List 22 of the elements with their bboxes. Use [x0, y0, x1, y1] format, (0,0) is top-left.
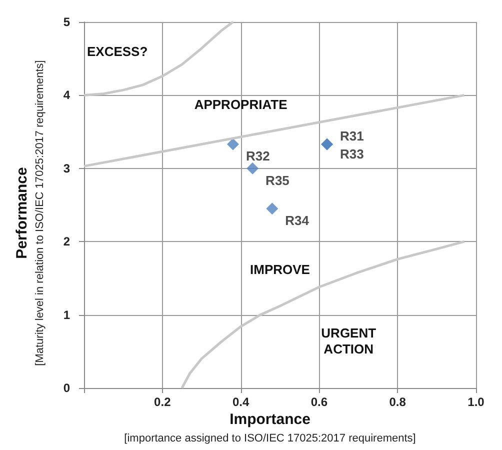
- annotation: URGENT ACTION: [321, 326, 376, 357]
- y-tick-label: 0: [63, 381, 70, 395]
- annotation: EXCESS?: [86, 44, 148, 59]
- x-tick-label: 1.0: [468, 395, 485, 409]
- data-label: R34: [285, 213, 310, 228]
- y-axis-title: Performance [Maturity level in relation to ISO/IEC 17025:2017 requirements]: [14, 60, 46, 366]
- data-label: R31: [340, 128, 364, 144]
- x-tick-label: 0.6: [310, 395, 328, 409]
- x-tick-label: 0.2: [154, 395, 172, 409]
- y-tick-label: 1: [63, 308, 70, 322]
- annotation: APPROPRIATE: [194, 97, 288, 112]
- y-tick-label: 3: [63, 161, 70, 176]
- x-axis-title: Importance [importance assigned to ISO/IEC 17025:2017 requirements]: [124, 411, 416, 444]
- data-label: R35: [266, 172, 290, 188]
- x-tick-label: 0.8: [389, 395, 406, 409]
- y-tick-label: 5: [63, 15, 70, 29]
- y-tick-label: 4: [63, 88, 70, 102]
- data-label: R33: [340, 146, 364, 162]
- data-label: R32: [246, 148, 270, 164]
- x-tick-label: 0.4: [232, 395, 250, 409]
- y-tick-label: 2: [63, 234, 70, 249]
- annotation: IMPROVE: [250, 262, 310, 277]
